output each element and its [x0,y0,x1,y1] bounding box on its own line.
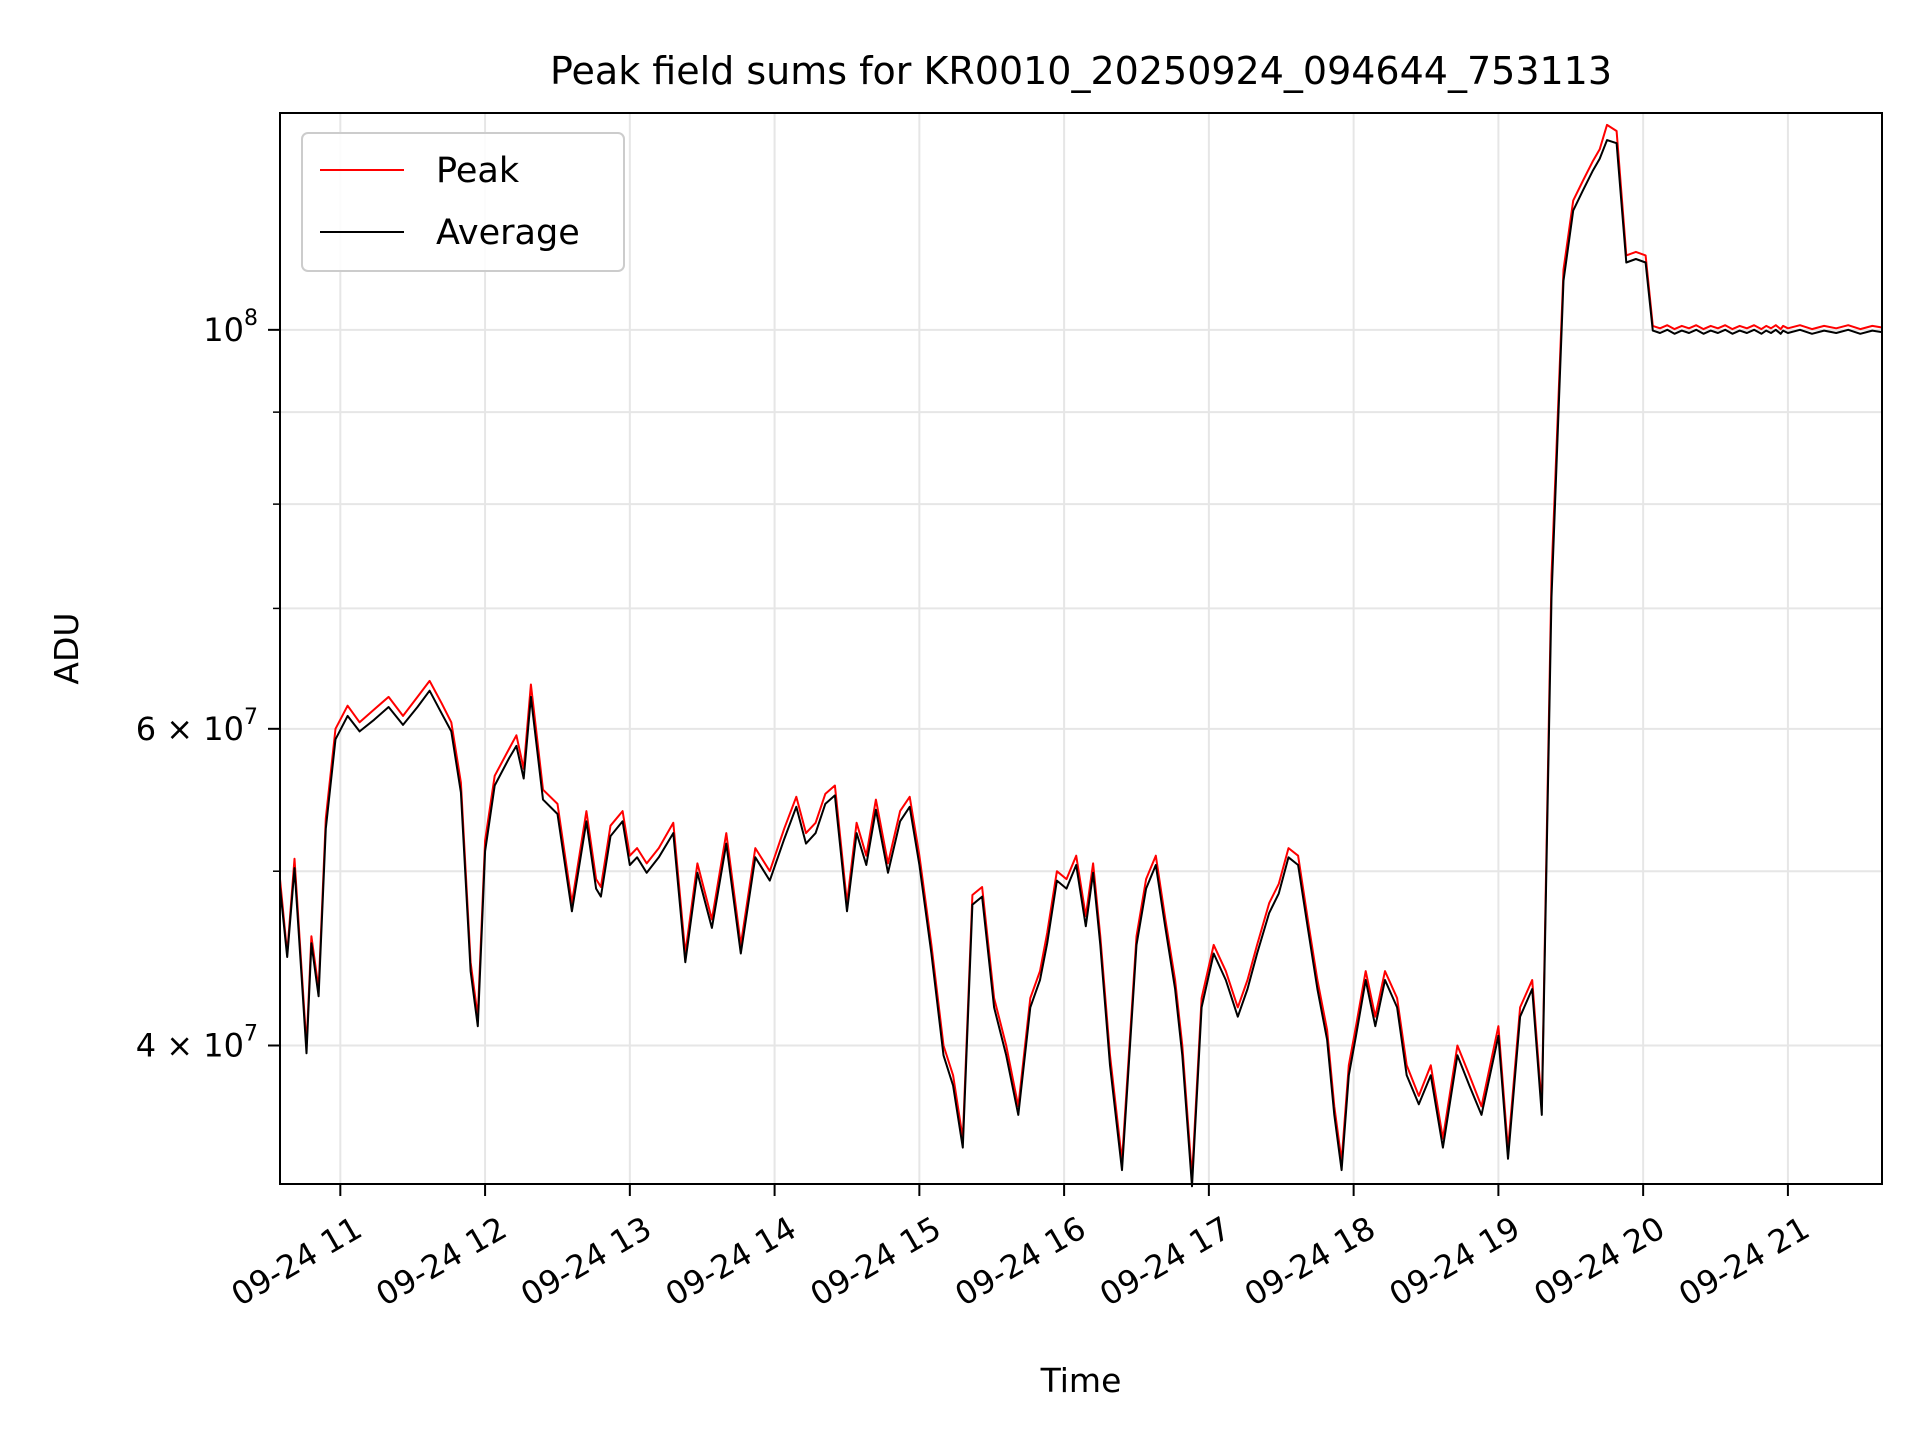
legend-box [301,132,625,272]
legend-label: Average [436,213,580,253]
y-tick-label: 6 × 107 [136,705,258,748]
chart-title: Peak field sums for KR0010_20250924_0946… [550,49,1612,93]
series-line-average [279,139,1883,1188]
legend-label: Peak [436,151,520,191]
legend: Peak Average [301,132,625,272]
grid-layer [280,113,1882,1184]
y-tick-label: 108 [203,306,258,349]
series-layer [279,123,1883,1188]
y-tick-label: 4 × 107 [136,1021,258,1064]
plot-frame [279,112,1883,1185]
x-axis-label: Time [1040,1361,1122,1400]
y-axis-label: ADU [47,612,86,684]
